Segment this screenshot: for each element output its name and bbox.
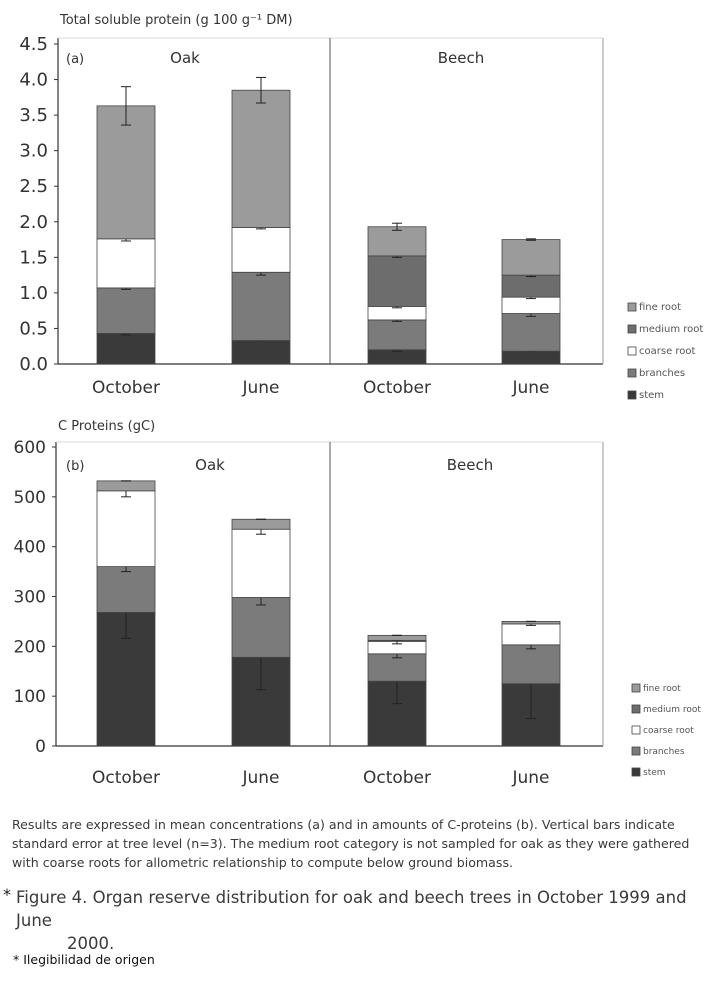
panel-a-legend-label-branches: branches bbox=[639, 368, 685, 379]
figure-4-charts: Total soluble protein (g 100 g⁻¹ DM) 0.0 0… bbox=[14, 13, 704, 788]
panel-b-species-beech: Beech bbox=[447, 456, 494, 474]
panel-b-bar-fine_root-1 bbox=[231, 518, 291, 530]
panel-b-y-tick-label: 0 bbox=[35, 737, 46, 757]
figure-title: Figure 4. Organ reserve distribution for… bbox=[16, 886, 716, 955]
panel-b-legend-swatch-stem bbox=[631, 767, 641, 777]
panel-a-bar-stem-2 bbox=[367, 349, 427, 365]
panel-b-x-label-1: June bbox=[241, 768, 279, 788]
figure-title-line-2: 2000. bbox=[67, 934, 115, 953]
panel-a-bar-stem-0 bbox=[96, 333, 156, 365]
panel-a-legend-label-stem: stem bbox=[639, 390, 664, 401]
panel-a-bar-coarse_root-3 bbox=[501, 296, 561, 314]
panel-a-legend-label-medium_root: medium root bbox=[639, 324, 703, 335]
panel-b-title: C Proteins (gC) bbox=[58, 419, 155, 434]
panel-b-bar-branches-3 bbox=[501, 644, 561, 685]
panel-a-bar-coarse_root-2 bbox=[367, 305, 427, 321]
panel-a-bar-medium_root-3 bbox=[501, 274, 561, 298]
panel-a-legend-swatch-fine_root bbox=[627, 302, 637, 312]
panel-a-species-oak: Oak bbox=[170, 49, 200, 67]
panel-b-bar-branches-1 bbox=[231, 597, 291, 658]
panel-b-bar-branches-2 bbox=[367, 653, 427, 682]
panel-a-legend-swatch-branches bbox=[627, 368, 637, 378]
panel-a-bar-fine_root-1 bbox=[231, 89, 291, 228]
figure-caption: Results are expressed in mean concentrat… bbox=[12, 817, 690, 870]
panel-a-bar-fine_root-0 bbox=[96, 105, 156, 240]
panel-b-bar-branches-0 bbox=[96, 566, 156, 613]
panel-a-bar-fine_root-3 bbox=[501, 239, 561, 276]
panel-a-x-label-3: June bbox=[511, 378, 549, 398]
panel-b-y-tick-label: 400 bbox=[14, 538, 46, 558]
panel-a-title: Total soluble protein (g 100 g⁻¹ DM) bbox=[59, 13, 293, 28]
panel-a-y-tick-label: 1.5 bbox=[19, 247, 48, 268]
panel-a-y-tick-label: 3.5 bbox=[19, 105, 48, 126]
panel-a-legend-swatch-medium_root bbox=[627, 324, 637, 334]
panel-a-legend-label-fine_root: fine root bbox=[639, 302, 681, 313]
panel-b-x-label-0: October bbox=[92, 768, 160, 788]
panel-a-bar-coarse_root-0 bbox=[96, 238, 156, 289]
panel-a-bar-branches-1 bbox=[231, 271, 291, 341]
panel-b-bar-coarse_root-3 bbox=[501, 623, 561, 646]
panel-a-legend-swatch-coarse_root bbox=[627, 346, 637, 356]
panel-b-y-tick-label: 600 bbox=[14, 438, 46, 458]
panel-a-bar-medium_root-2 bbox=[367, 255, 427, 307]
panel-b-x-label-2: October bbox=[363, 768, 431, 788]
panel-b-legend-swatch-coarse_root bbox=[631, 725, 641, 735]
panel-a-species-beech: Beech bbox=[438, 49, 485, 67]
panel-a-y-tick-label: 2.0 bbox=[19, 212, 48, 233]
panel-b-bar-coarse_root-0 bbox=[96, 490, 156, 567]
panel-b-legend-label-stem: stem bbox=[643, 768, 666, 778]
panel-a-y-tick-label: 1.0 bbox=[19, 283, 48, 304]
panel-a-bar-fine_root-2 bbox=[367, 226, 427, 257]
illegible-marker: * bbox=[3, 885, 11, 904]
panel-a-y-tick-label: 0.0 bbox=[19, 354, 48, 375]
panel-b-legend-swatch-medium_root bbox=[631, 704, 641, 714]
panel-b-y-tick-label: 200 bbox=[14, 637, 46, 657]
panel-b-bar-coarse_root-1 bbox=[231, 528, 291, 598]
panel-b-bar-fine_root-0 bbox=[96, 480, 156, 492]
panel-b-bar-stem-1 bbox=[231, 656, 291, 747]
panel-a-y-tick-label: 2.5 bbox=[19, 176, 48, 197]
panel-b-legend-label-medium_root: medium root bbox=[643, 705, 701, 715]
panel-a-bar-branches-3 bbox=[501, 313, 561, 352]
panel-a-bar-branches-2 bbox=[367, 319, 427, 351]
panel-a-y-tick-label: 3.0 bbox=[19, 141, 48, 162]
panel-a-bar-coarse_root-1 bbox=[231, 227, 291, 273]
panel-b-legend-label-coarse_root: coarse root bbox=[643, 726, 694, 736]
panel-b-y-tick-label: 500 bbox=[14, 488, 46, 508]
panel-a-y-tick-label: 4.0 bbox=[19, 70, 48, 91]
panel-a-y-tick-label: 0.5 bbox=[19, 318, 48, 339]
panel-b-x-label-3: June bbox=[511, 768, 549, 788]
panel-b-legend-swatch-branches bbox=[631, 746, 641, 756]
panel-a-x-label-1: June bbox=[241, 378, 279, 398]
panel-b-legend-label-branches: branches bbox=[643, 747, 685, 757]
panel-a-bar-branches-0 bbox=[96, 287, 156, 334]
footnote: * Ilegibilidad de origen bbox=[13, 952, 155, 967]
panel-b-y-tick-label: 100 bbox=[14, 687, 46, 707]
panel-b-legend-label-fine_root: fine root bbox=[643, 684, 681, 694]
panel-a-bar-stem-1 bbox=[231, 340, 291, 365]
panel-a-y-tick-label: 4.5 bbox=[19, 34, 48, 55]
figure-title-line-1: Figure 4. Organ reserve distribution for… bbox=[16, 888, 687, 930]
panel-b-bar-fine_root-2 bbox=[367, 634, 427, 641]
panel-b-species-oak: Oak bbox=[195, 456, 225, 474]
panel-b-panel-label: (b) bbox=[66, 459, 84, 474]
panel-a-legend-label-coarse_root: coarse root bbox=[639, 346, 696, 357]
panel-a-x-label-2: October bbox=[363, 378, 431, 398]
panel-a-panel-label: (a) bbox=[66, 52, 84, 67]
panel-a-x-label-0: October bbox=[92, 378, 160, 398]
panel-b-legend-swatch-fine_root bbox=[631, 683, 641, 693]
panel-a-legend-swatch-stem bbox=[627, 390, 637, 400]
panel-b-y-tick-label: 300 bbox=[14, 588, 46, 608]
panel-a-bar-stem-3 bbox=[501, 350, 561, 365]
